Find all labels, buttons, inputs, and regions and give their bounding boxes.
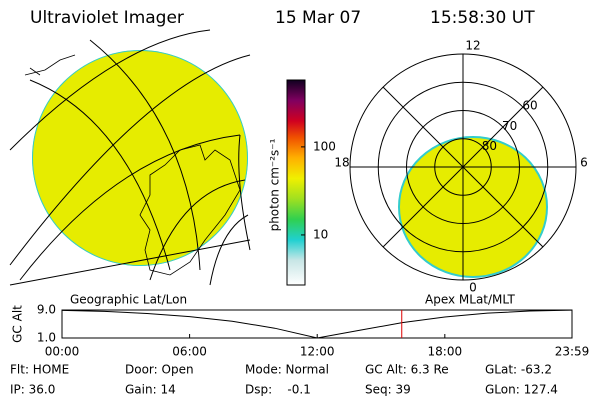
x-tick-label: 23:59: [555, 345, 590, 359]
lat-label: 60: [522, 98, 537, 112]
mlt-label: 0: [469, 281, 477, 295]
status-field: GC Alt: 6.3 Re: [365, 363, 449, 377]
lat-ring: [377, 81, 549, 253]
lat-ring: [406, 110, 520, 224]
lat-ring: [434, 138, 492, 196]
status-field: GLon: 127.4: [485, 383, 558, 397]
y-tick-label: 9.0: [37, 303, 56, 317]
x-tick-label: 00:00: [45, 345, 80, 359]
mlt-label: 18: [334, 156, 349, 170]
status-field: GLat: -63.2: [485, 363, 552, 377]
status-field: Flt: HOME: [10, 363, 69, 377]
alt-plot-frame: [61, 309, 573, 339]
date: 15 Mar 07: [275, 8, 361, 28]
colorbar-tick-label: 100: [313, 139, 336, 153]
status-field: Gain: 14: [125, 383, 176, 397]
polar-label: Apex MLat/MLT: [425, 293, 515, 307]
mlt-label: 6: [580, 156, 588, 170]
mlt-label: 12: [465, 39, 480, 53]
status-field: Door: Open: [125, 363, 194, 377]
lat-label: 70: [502, 119, 517, 133]
x-tick-label: 12:00: [300, 345, 335, 359]
status-field: Mode: Normal: [245, 363, 329, 377]
status-field: IP: 36.0: [10, 383, 55, 397]
title: Ultraviolet Imager: [30, 8, 184, 28]
lat-label: 80: [482, 139, 497, 153]
alt-ylabel: GC Alt: [11, 305, 25, 343]
geo-map: [9, 29, 251, 286]
colorbar-label: photon cm⁻²s⁻¹: [268, 138, 282, 231]
x-tick-label: 18:00: [428, 345, 463, 359]
y-tick-label: 1.0: [37, 331, 56, 345]
colorbar: [286, 79, 306, 286]
x-tick-label: 06:00: [172, 345, 207, 359]
map-label: Geographic Lat/Lon: [70, 293, 187, 307]
status-field: Dsp: -0.1: [245, 383, 311, 397]
status-field: Seq: 39: [365, 383, 411, 397]
polar-plot: [349, 53, 577, 281]
alt-line: [61, 309, 573, 339]
colorbar-tick-label: 10: [313, 227, 328, 241]
time: 15:58:30 UT: [430, 8, 535, 28]
